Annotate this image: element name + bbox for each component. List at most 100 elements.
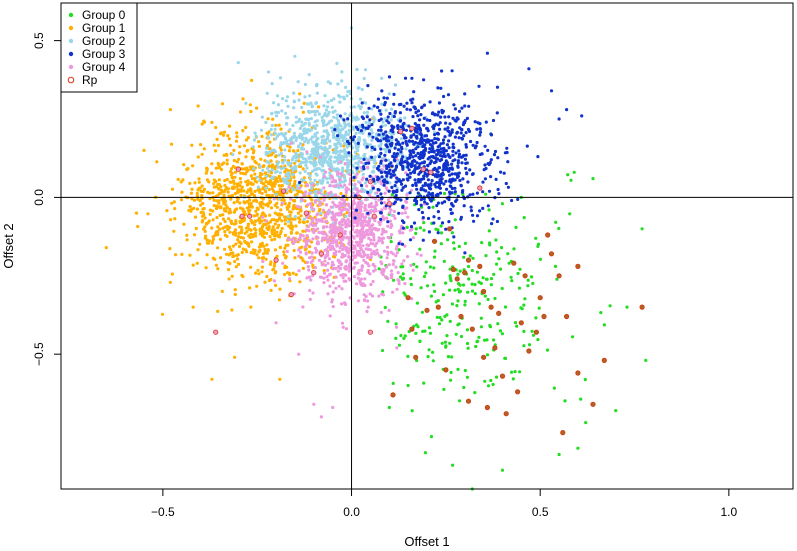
- data-point: [366, 233, 370, 237]
- data-point: [380, 76, 384, 80]
- data-point: [397, 343, 402, 347]
- rp-point: [318, 251, 324, 257]
- data-point: [385, 256, 389, 260]
- rp-point: [556, 273, 562, 279]
- data-point: [211, 256, 215, 260]
- data-point: [346, 208, 350, 212]
- data-point: [450, 186, 454, 191]
- data-point: [400, 262, 404, 266]
- data-point: [405, 225, 409, 229]
- data-point: [301, 259, 305, 263]
- rp-point: [537, 295, 543, 301]
- data-point: [207, 239, 211, 243]
- data-point: [286, 271, 290, 275]
- data-point: [313, 190, 317, 194]
- data-point: [179, 198, 184, 202]
- data-point: [467, 129, 472, 133]
- data-point: [331, 281, 335, 285]
- data-point: [510, 198, 514, 203]
- rp-point: [514, 389, 521, 395]
- data-point: [468, 254, 472, 258]
- data-point: [379, 170, 384, 175]
- data-point: [324, 155, 328, 159]
- data-point: [506, 185, 510, 189]
- data-point: [256, 268, 260, 272]
- data-point: [298, 162, 302, 166]
- data-point: [355, 205, 359, 209]
- data-point: [401, 155, 405, 159]
- data-point: [320, 119, 325, 123]
- data-point: [256, 185, 260, 189]
- data-point: [287, 201, 292, 205]
- data-point: [372, 157, 376, 161]
- data-point: [216, 246, 220, 250]
- data-point: [344, 264, 348, 268]
- data-point: [324, 232, 328, 236]
- data-point: [409, 277, 413, 281]
- data-point: [390, 233, 394, 237]
- data-point: [426, 178, 430, 182]
- data-point: [447, 169, 451, 173]
- data-point: [295, 204, 299, 208]
- data-point: [317, 105, 321, 109]
- data-point: [394, 180, 398, 184]
- data-point: [449, 207, 453, 212]
- data-point: [328, 120, 332, 124]
- data-point: [235, 135, 239, 139]
- data-point: [412, 221, 417, 225]
- data-point: [505, 146, 509, 150]
- data-point: [328, 139, 332, 143]
- data-point: [440, 221, 445, 225]
- data-point: [454, 199, 458, 203]
- data-point: [405, 193, 409, 197]
- data-point: [423, 451, 427, 455]
- data-point: [386, 224, 390, 228]
- data-point: [364, 294, 368, 299]
- data-point: [217, 178, 221, 182]
- data-point: [250, 240, 254, 244]
- data-point: [134, 211, 139, 215]
- data-point: [343, 199, 347, 203]
- data-point: [272, 218, 276, 222]
- data-point: [188, 205, 192, 209]
- data-point: [406, 215, 410, 219]
- data-point: [369, 238, 373, 242]
- data-point: [233, 259, 237, 264]
- data-point: [247, 244, 251, 248]
- reference-lines: [61, 3, 793, 489]
- data-point: [219, 168, 224, 172]
- data-point: [467, 277, 471, 281]
- data-point: [391, 381, 395, 385]
- data-point: [402, 104, 406, 108]
- data-point: [238, 110, 243, 114]
- data-point: [315, 213, 319, 217]
- rp-point: [397, 129, 404, 135]
- data-point: [300, 120, 304, 124]
- data-point: [442, 259, 446, 263]
- data-point: [403, 282, 407, 286]
- data-point: [298, 126, 302, 131]
- data-point: [516, 271, 520, 276]
- rp-point: [239, 213, 245, 219]
- data-point: [288, 189, 292, 193]
- data-point: [260, 230, 264, 234]
- data-point: [283, 222, 287, 226]
- data-point: [312, 402, 316, 406]
- rp-point: [548, 251, 555, 257]
- data-point: [549, 89, 554, 93]
- data-point: [222, 190, 226, 194]
- data-point: [360, 233, 364, 237]
- data-point: [343, 112, 347, 116]
- data-point: [230, 193, 235, 198]
- data-point: [444, 168, 448, 172]
- data-point: [168, 280, 172, 284]
- data-point: [287, 142, 291, 146]
- data-point: [407, 124, 411, 128]
- data-point: [340, 208, 344, 212]
- data-point: [292, 106, 296, 110]
- data-point: [379, 143, 383, 147]
- data-point: [280, 184, 284, 188]
- data-point: [420, 210, 424, 215]
- data-point: [381, 241, 385, 245]
- data-point: [336, 258, 340, 262]
